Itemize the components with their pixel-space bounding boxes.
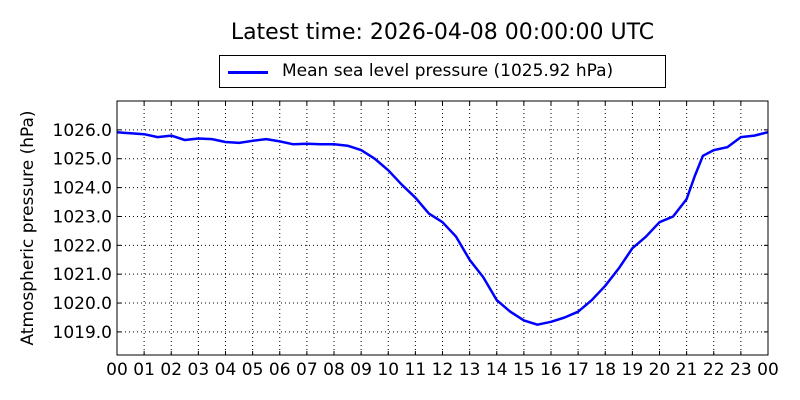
x-tick-label: 18: [594, 360, 616, 380]
x-tick-label: 00: [106, 360, 128, 380]
x-tick-label: 16: [540, 360, 562, 380]
pressure-series-line: [116, 130, 769, 326]
x-tick-label: 13: [459, 360, 481, 380]
y-tick-label: 1021.0: [53, 265, 112, 285]
chart-title: Latest time: 2026-04-08 00:00:00 UTC: [230, 20, 655, 45]
x-tick-label: 04: [215, 360, 237, 380]
legend: Mean sea level pressure (1025.92 hPa): [219, 55, 666, 88]
plot-frame: [116, 100, 769, 356]
x-tick-label: 21: [676, 360, 698, 380]
x-tick-label: 15: [513, 360, 535, 380]
x-tick-label: 11: [405, 360, 427, 380]
x-tick-label: 05: [242, 360, 264, 380]
legend-swatch: [228, 71, 268, 74]
y-tick-label: 1019.0: [53, 323, 112, 343]
x-tick-label: 17: [567, 360, 589, 380]
x-tick-label: 22: [703, 360, 725, 380]
x-tick-label: 07: [296, 360, 318, 380]
x-tick-label: 00: [757, 360, 779, 380]
x-tick-label: 01: [133, 360, 155, 380]
y-tick-label: 1026.0: [53, 121, 112, 141]
y-tick-label: 1023.0: [53, 207, 112, 227]
x-tick-label: 06: [269, 360, 291, 380]
x-tick-label: 09: [350, 360, 372, 380]
x-tick-label: 20: [649, 360, 671, 380]
y-tick-label: 1022.0: [53, 236, 112, 256]
x-tick-label: 10: [377, 360, 399, 380]
x-tick-label: 14: [486, 360, 508, 380]
x-tick-label: 03: [188, 360, 210, 380]
x-tick-label: 23: [730, 360, 752, 380]
legend-label: Mean sea level pressure (1025.92 hPa): [282, 61, 614, 81]
x-tick-label: 02: [160, 360, 182, 380]
x-tick-label: 12: [432, 360, 454, 380]
y-tick-label: 1025.0: [53, 150, 112, 170]
x-tick-label: 08: [323, 360, 345, 380]
y-tick-label: 1024.0: [53, 179, 112, 199]
x-tick-label: 19: [622, 360, 644, 380]
y-tick-label: 1020.0: [53, 294, 112, 314]
